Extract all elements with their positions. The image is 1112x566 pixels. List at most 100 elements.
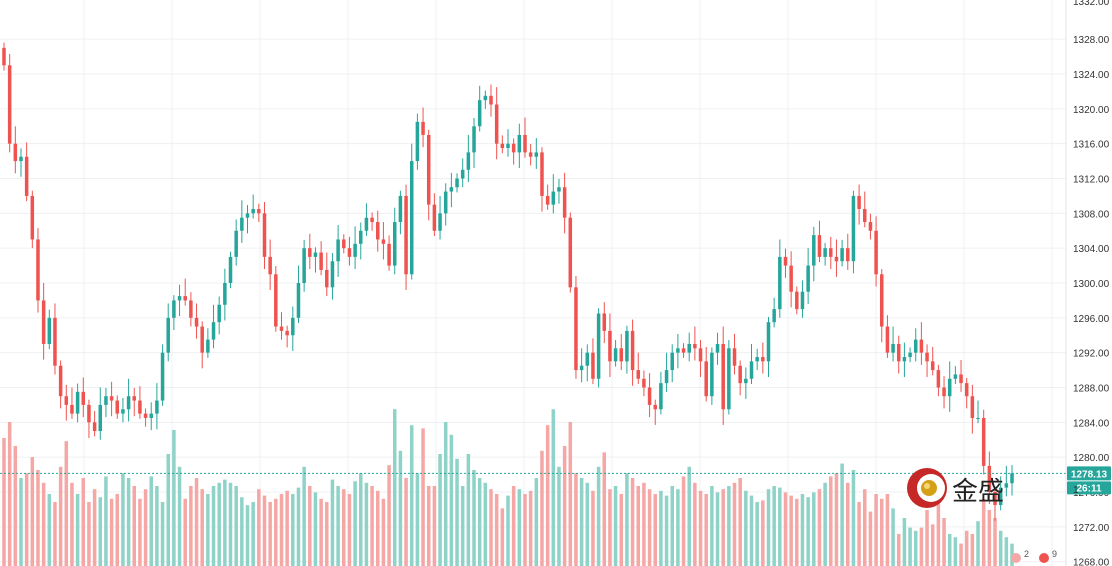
candle-body (313, 252, 318, 257)
volume-bar (964, 530, 969, 566)
volume-bar (913, 530, 918, 566)
candle-body (228, 256, 233, 283)
volume-bar (30, 457, 35, 566)
candle-body (223, 283, 227, 305)
candle-body (568, 217, 573, 288)
candle-body (976, 417, 980, 419)
y-tick-label: 1304.00 (1073, 244, 1110, 255)
candle-body (528, 152, 533, 157)
flag-icon[interactable] (1039, 553, 1049, 563)
candle-body (404, 195, 408, 275)
volume-bar (528, 490, 533, 566)
volume-bar (336, 486, 340, 566)
candle-body (964, 383, 969, 397)
volume-bar (217, 482, 221, 566)
volume-bar (653, 494, 657, 566)
candle-body (783, 256, 788, 266)
volume-bar (109, 498, 114, 566)
volume-bar (183, 498, 187, 566)
price-axis[interactable]: 1332.00 1268.001272.001276.001280.001284… (1065, 0, 1110, 566)
candle-body (987, 465, 992, 492)
volume-bar (251, 502, 255, 566)
volume-bar (863, 489, 867, 566)
candle-body (426, 134, 431, 205)
volume-bar (936, 502, 941, 566)
candle-body (823, 248, 827, 257)
candle-body (625, 330, 629, 362)
volume-bar (206, 494, 210, 566)
chart-grid (0, 0, 1066, 566)
candle-body (1004, 483, 1009, 488)
volume-bar (449, 434, 454, 566)
candle-body (53, 317, 57, 366)
volume-bar (902, 518, 907, 566)
volume-bar (557, 466, 561, 566)
volume-bar (92, 489, 97, 566)
volume-bar (976, 521, 980, 566)
candle-body (455, 178, 459, 188)
volume-bar (274, 498, 278, 566)
candle-body (1010, 473, 1014, 484)
volume-bar (194, 478, 199, 566)
volume-bar (619, 494, 624, 566)
candle-body (477, 100, 482, 127)
volume-bar (302, 466, 306, 566)
indicator-badges[interactable]: 2 9 (1011, 549, 1057, 563)
candle-body (438, 213, 442, 231)
volume-bar (1010, 543, 1014, 566)
volume-bar (7, 422, 12, 566)
candle-body (104, 396, 108, 405)
volume-bar (24, 473, 29, 566)
volume-bar (874, 494, 878, 566)
volume-bar (834, 473, 839, 566)
candle-body (285, 330, 289, 336)
volume-bar (959, 543, 963, 566)
current-price-label: 1278.13 (1071, 469, 1108, 480)
volume-bar (438, 454, 442, 566)
volume-bar (596, 466, 601, 566)
candle-body (642, 378, 646, 388)
volume-bar (670, 486, 674, 566)
volume-bar (347, 494, 352, 566)
volume-bar (664, 495, 669, 566)
volume-bar (240, 497, 244, 566)
volume-bar (687, 466, 691, 566)
volume-bar (659, 490, 663, 566)
candle-body (817, 235, 822, 257)
volume-bar (245, 505, 250, 566)
candle-body (194, 317, 199, 327)
volume-bar (58, 466, 63, 566)
candle-body (489, 95, 493, 105)
volume-bar (613, 486, 618, 566)
volume-bar (517, 489, 522, 566)
volume-bar (81, 478, 86, 566)
volume-bar (585, 482, 590, 566)
candle-body (75, 391, 80, 414)
volume-bar (630, 478, 635, 566)
volume-bar (126, 478, 131, 566)
candle-body (392, 222, 397, 266)
candle-body (545, 195, 550, 205)
candle-body (387, 243, 391, 266)
candle-body (370, 217, 374, 223)
volume-bar (738, 478, 742, 566)
candle-body (251, 208, 255, 214)
candle-body (336, 239, 340, 262)
candle-body (857, 195, 861, 209)
candle-body (494, 104, 499, 144)
flag-icon[interactable] (1011, 553, 1021, 563)
volume-bar (342, 489, 346, 566)
volume-bar (981, 498, 986, 566)
candle-body (257, 208, 261, 214)
volume-bar (602, 452, 607, 566)
volume-axis-label: 1 (1073, 485, 1079, 496)
y-tick-label: 1312.00 (1073, 175, 1110, 186)
candle-body (342, 239, 346, 249)
candle-body (353, 243, 357, 257)
candle-body (432, 204, 437, 231)
volume-bar (840, 463, 844, 566)
candle-body (812, 235, 816, 266)
candle-body (540, 152, 544, 196)
volume-bar (879, 498, 884, 566)
candle-body (308, 248, 312, 257)
